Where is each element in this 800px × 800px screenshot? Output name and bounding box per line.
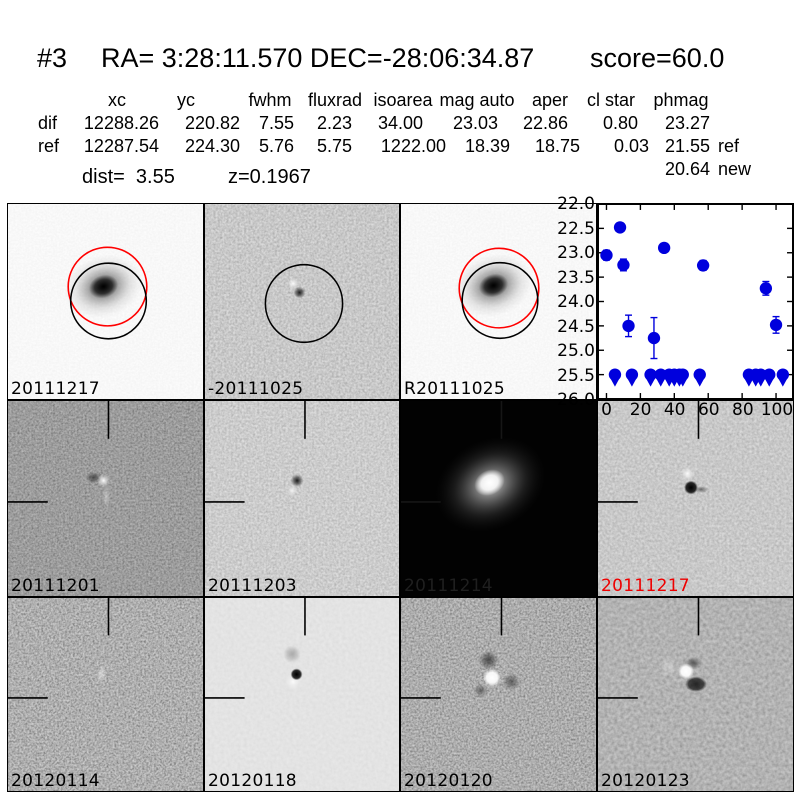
cutout-image [401, 598, 596, 791]
ref-fluxrad: 5.75 [316, 136, 352, 156]
y-tick-label: 26.0 [557, 390, 595, 410]
cutout-panel-sub-20120123: 20120123 [597, 597, 794, 792]
aperture-circle-red [458, 247, 540, 329]
ref-cl-star: 0.03 [613, 136, 649, 156]
y-tick-label: 22.0 [557, 194, 595, 214]
dif-aper: 22.86 [522, 113, 568, 133]
col-header-xc: xc [108, 90, 126, 110]
col-header-isoarea: isoarea [373, 90, 433, 110]
score-value: score=60.0 [590, 43, 725, 73]
cutout-image [401, 401, 596, 596]
cutout-panel-sub-20111217: 20111217 [597, 400, 794, 597]
cutout-panel-sub-20120114: 20120114 [7, 597, 204, 792]
cutout-image [205, 204, 399, 399]
ra-dec-space [302, 43, 310, 73]
ref-isoarea: 1222.00 [380, 136, 446, 156]
cutout-image [401, 204, 596, 399]
dec-value: DEC=-28:06:34.87 [309, 43, 535, 73]
new-phmag: 20.64 [664, 159, 710, 179]
y-tick-label: 23.5 [557, 267, 595, 288]
cutout-image [8, 204, 203, 399]
new-phmag-suffix: new [718, 159, 752, 179]
aperture-circle-black [264, 263, 344, 344]
row-label-ref: ref [38, 136, 60, 156]
y-tick-label: 25.5 [557, 365, 595, 386]
cutout-image [205, 401, 399, 596]
ref-suffix: ref [718, 136, 740, 156]
panel-date-label: 20111217 [601, 576, 690, 596]
dif-cl-star: 0.80 [602, 113, 638, 133]
dif-isoarea: 34.00 [377, 113, 423, 133]
dif-fluxrad: 2.23 [316, 113, 352, 133]
col-header-fluxrad: fluxrad [307, 90, 363, 110]
panel-date-label: 20120120 [404, 771, 493, 791]
panel-date-label: 20120118 [208, 771, 297, 791]
y-tick-label: 22.5 [557, 218, 595, 239]
aperture-circle-black [69, 262, 148, 340]
aperture-circle-black [461, 261, 539, 340]
ra-dec-title: RA= 3:28:11.570 DEC=-28:06:34.87 [101, 43, 534, 74]
panel-date-label: 20111217 [11, 379, 100, 399]
cutout-image [598, 598, 793, 791]
panel-date-label: 20111203 [208, 576, 297, 596]
panel-date-label: R20111025 [404, 379, 506, 399]
cutout-image [8, 598, 203, 791]
x-tick-label: 0 [601, 400, 612, 420]
light-curve-plot: 0 20 40 60 80 100 22.0 22.5 23.0 23.5 24.0 24.5 25.0… [557, 194, 794, 420]
x-tick-label: 20 [629, 400, 652, 420]
ref-aper: 18.75 [534, 136, 580, 156]
cutout-panel-sub-20120118: 20120118 [204, 597, 400, 792]
cutout-panel-gal-20111214: 20111214 [400, 400, 597, 597]
x-tick-label: 80 [732, 400, 754, 420]
panel-date-label: 20111214 [404, 576, 493, 596]
redshift-value: z=0.1967 [228, 166, 311, 188]
ra-value: RA= 3:28:11.570 [101, 43, 303, 73]
x-tick-label: 100 [760, 400, 794, 420]
col-header-phmag: phmag [653, 90, 709, 110]
col-header-cl-star: cl star [586, 90, 636, 110]
y-tick-label: 23.0 [557, 243, 595, 263]
y-tick-label: 25.0 [557, 341, 595, 361]
cutout-panel-ref-20111217: 20111217 [7, 203, 204, 400]
y-tick-label: 24.0 [557, 292, 595, 312]
dif-mag-auto: 23.03 [452, 113, 498, 133]
col-header-aper: aper [531, 90, 569, 110]
panel-date-label: 20120123 [601, 771, 690, 791]
aperture-circle-red [67, 246, 148, 327]
panel-date-label: 20111201 [11, 576, 100, 596]
dif-phmag: 23.27 [664, 113, 710, 133]
dif-yc: 220.82 [184, 113, 240, 133]
col-header-mag-auto: mag auto [439, 90, 515, 110]
ref-fwhm: 5.76 [258, 136, 294, 156]
cutout-image [598, 401, 793, 596]
dif-xc: 12288.26 [83, 113, 159, 133]
cutout-panel-sub-20111201: 20111201 [7, 400, 204, 597]
dist-value: dist= 3.55 [82, 166, 175, 188]
ref-yc: 224.30 [184, 136, 240, 156]
ref-mag-auto: 18.39 [464, 136, 510, 156]
cutout-image [205, 598, 399, 791]
panel-date-label: -20111025 [208, 379, 304, 399]
candidate-index: #3 [37, 43, 68, 73]
ref-phmag: 21.55 [664, 136, 710, 156]
dif-fwhm: 7.55 [258, 113, 294, 133]
x-tick-label: 60 [697, 400, 720, 420]
cutout-panel-sub-20120120: 20120120 [400, 597, 597, 792]
panel-date-label: 20120114 [11, 771, 100, 791]
cutout-panel-sub-20111203: 20111203 [204, 400, 400, 597]
light-curve-canvas [598, 204, 793, 399]
col-header-fwhm: fwhm [248, 90, 292, 110]
col-header-yc: yc [177, 90, 195, 110]
cutout-image [8, 401, 203, 596]
y-tick-label: 24.5 [557, 316, 595, 337]
ref-xc: 12287.54 [83, 136, 159, 156]
row-label-dif: dif [38, 113, 58, 133]
x-tick-label: 40 [663, 400, 686, 420]
cutout-panel-ref-r20111025: R20111025 [400, 203, 597, 400]
cutout-panel-sub-20111025: -20111025 [204, 203, 400, 400]
